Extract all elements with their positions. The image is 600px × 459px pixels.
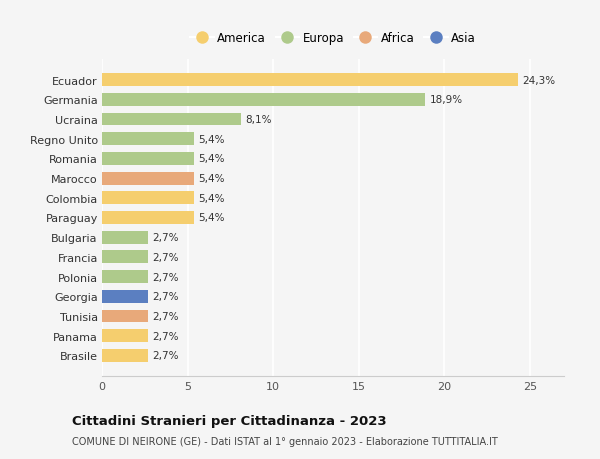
Text: 24,3%: 24,3% [522,75,555,85]
Text: Cittadini Stranieri per Cittadinanza - 2023: Cittadini Stranieri per Cittadinanza - 2… [72,414,386,428]
Text: COMUNE DI NEIRONE (GE) - Dati ISTAT al 1° gennaio 2023 - Elaborazione TUTTITALIA: COMUNE DI NEIRONE (GE) - Dati ISTAT al 1… [72,437,498,446]
Text: 2,7%: 2,7% [152,331,179,341]
Bar [102,290,148,303]
Bar [102,310,148,323]
Text: 2,7%: 2,7% [152,252,179,263]
Text: 8,1%: 8,1% [245,115,271,125]
Bar [102,133,194,146]
Bar [102,212,194,224]
Legend: America, Europa, Africa, Asia: America, Europa, Africa, Asia [185,28,481,50]
Text: 2,7%: 2,7% [152,291,179,302]
Text: 5,4%: 5,4% [199,154,225,164]
Bar [102,74,518,87]
Bar [102,192,194,205]
Text: 2,7%: 2,7% [152,272,179,282]
Bar [102,231,148,244]
Text: 5,4%: 5,4% [199,174,225,184]
Bar [102,113,241,126]
Text: 5,4%: 5,4% [199,193,225,203]
Text: 2,7%: 2,7% [152,233,179,243]
Bar [102,271,148,283]
Text: 5,4%: 5,4% [199,213,225,223]
Text: 2,7%: 2,7% [152,351,179,361]
Bar [102,172,194,185]
Text: 2,7%: 2,7% [152,311,179,321]
Bar [102,251,148,264]
Text: 18,9%: 18,9% [430,95,463,105]
Bar [102,330,148,342]
Bar [102,349,148,362]
Bar [102,153,194,165]
Bar [102,94,425,106]
Text: 5,4%: 5,4% [199,134,225,145]
